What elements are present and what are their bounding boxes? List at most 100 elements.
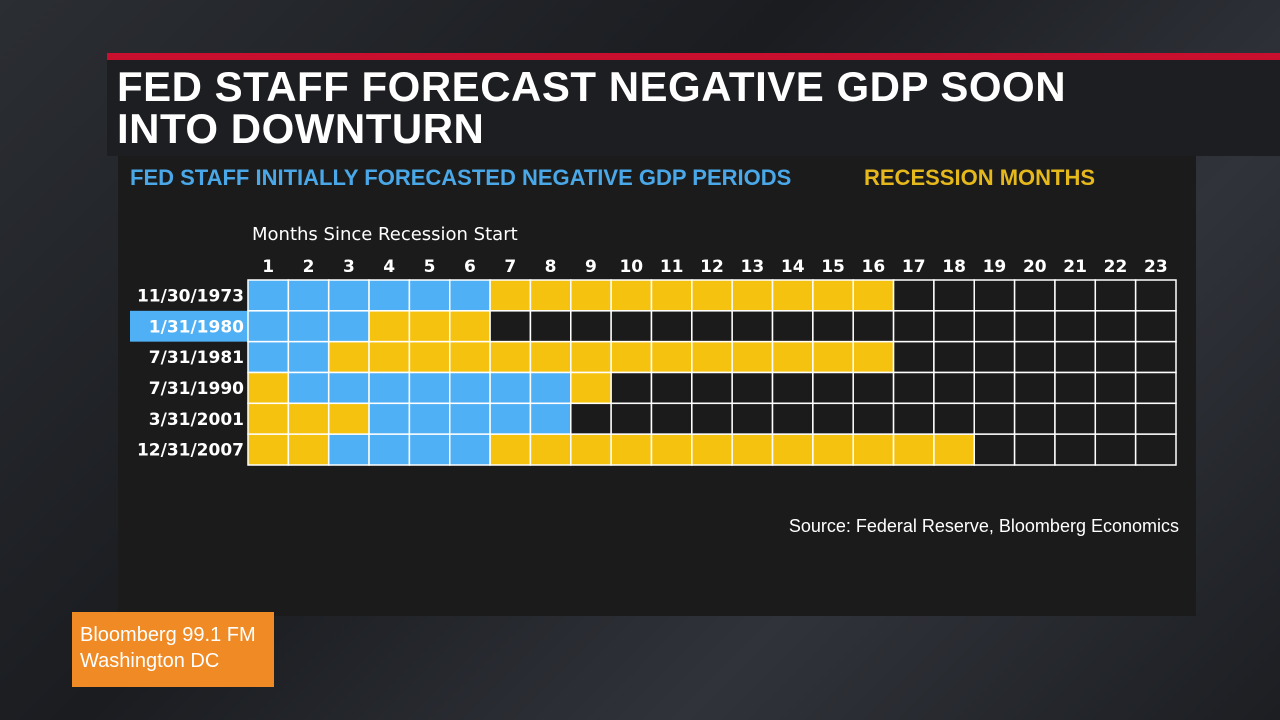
empty-cell <box>973 433 1016 466</box>
forecast-cell <box>327 279 370 312</box>
empty-cell <box>812 402 854 435</box>
forecast-cell <box>287 340 330 374</box>
empty-cell <box>1094 402 1137 435</box>
recession-cell <box>812 340 854 374</box>
forecast-cell <box>448 371 491 405</box>
empty-cell <box>610 402 653 435</box>
recession-cell <box>529 340 572 374</box>
empty-cell <box>570 310 612 343</box>
empty-cell <box>1013 433 1056 466</box>
row-label: 12/31/2007 <box>137 441 244 461</box>
forecast-cell <box>529 402 572 435</box>
month-tick-label: 18 <box>942 257 966 277</box>
month-tick-label: 1 <box>262 257 274 277</box>
recession-cell <box>368 340 411 374</box>
month-tick-label: 17 <box>902 257 926 277</box>
forecast-cell <box>368 371 411 405</box>
recession-cell <box>691 340 733 374</box>
station-badge: Bloomberg 99.1 FM Washington DC <box>72 612 274 687</box>
month-tick-label: 15 <box>821 257 845 277</box>
month-tick-label: 12 <box>700 257 724 277</box>
empty-cell <box>892 279 935 312</box>
month-tick-label: 21 <box>1063 257 1087 277</box>
empty-cell <box>731 371 774 405</box>
recession-cell <box>327 402 370 435</box>
empty-cell <box>771 371 814 405</box>
recession-cell <box>610 340 653 374</box>
forecast-cell <box>489 402 532 435</box>
empty-cell <box>852 310 895 343</box>
empty-cell <box>731 310 774 343</box>
recession-cell <box>529 433 572 466</box>
recession-cell <box>852 279 895 312</box>
empty-cell <box>489 310 532 343</box>
recession-cell <box>771 340 814 374</box>
forecast-cell <box>529 371 572 405</box>
recession-cell <box>247 402 290 435</box>
recession-cell <box>408 340 451 374</box>
recession-cell <box>812 433 854 466</box>
row-label: 7/31/1990 <box>149 379 244 399</box>
empty-cell <box>650 310 693 343</box>
forecast-cell <box>327 433 370 466</box>
empty-cell <box>1054 279 1097 312</box>
empty-cell <box>529 310 572 343</box>
empty-cell <box>812 371 854 405</box>
recession-cell <box>570 371 612 405</box>
row-label: 7/31/1981 <box>149 348 244 368</box>
empty-cell <box>892 402 935 435</box>
forecast-cell <box>448 433 491 466</box>
empty-cell <box>1134 433 1177 466</box>
empty-cell <box>1134 402 1177 435</box>
month-tick-label: 11 <box>660 257 684 277</box>
empty-cell <box>973 340 1016 374</box>
recession-cell <box>852 433 895 466</box>
recession-cell <box>287 433 330 466</box>
recession-cell <box>731 433 774 466</box>
empty-cell <box>852 371 895 405</box>
month-tick-label: 13 <box>741 257 765 277</box>
recession-cell <box>368 310 411 343</box>
month-tick-label: 20 <box>1023 257 1047 277</box>
empty-cell <box>973 371 1016 405</box>
recession-cell <box>489 433 532 466</box>
recession-cell <box>691 433 733 466</box>
recession-cell <box>691 279 733 312</box>
empty-cell <box>933 340 976 374</box>
recession-cell <box>448 310 491 343</box>
empty-cell <box>933 279 976 312</box>
month-tick-label: 14 <box>781 257 805 277</box>
empty-cell <box>1094 279 1137 312</box>
forecast-cell <box>327 371 370 405</box>
recession-cell <box>610 433 653 466</box>
recession-cell <box>448 340 491 374</box>
recession-cell <box>247 433 290 466</box>
forecast-cell <box>247 310 290 343</box>
empty-cell <box>1013 279 1056 312</box>
recession-cell <box>812 279 854 312</box>
badge-line-2: Washington DC <box>80 650 220 672</box>
row-label: 1/31/1980 <box>149 317 244 337</box>
badge-line-1: Bloomberg 99.1 FM <box>80 624 256 646</box>
row-label: 3/31/2001 <box>149 410 244 430</box>
forecast-cell <box>287 279 330 312</box>
row-label: 11/30/1973 <box>137 286 244 306</box>
recession-cell <box>771 279 814 312</box>
month-tick-label: 3 <box>343 257 355 277</box>
recession-cell <box>933 433 976 466</box>
forecast-cell <box>287 371 330 405</box>
empty-cell <box>1134 279 1177 312</box>
empty-cell <box>1094 340 1137 374</box>
forecast-cell <box>368 433 411 466</box>
empty-cell <box>570 402 612 435</box>
empty-cell <box>1013 371 1056 405</box>
forecast-cell <box>327 310 370 343</box>
empty-cell <box>933 310 976 343</box>
empty-cell <box>1094 433 1137 466</box>
empty-cell <box>650 402 693 435</box>
highlighted-row-label-bg <box>130 310 248 342</box>
recession-cell <box>529 279 572 312</box>
empty-cell <box>933 371 976 405</box>
recession-cell <box>570 340 612 374</box>
recession-cell <box>327 340 370 374</box>
